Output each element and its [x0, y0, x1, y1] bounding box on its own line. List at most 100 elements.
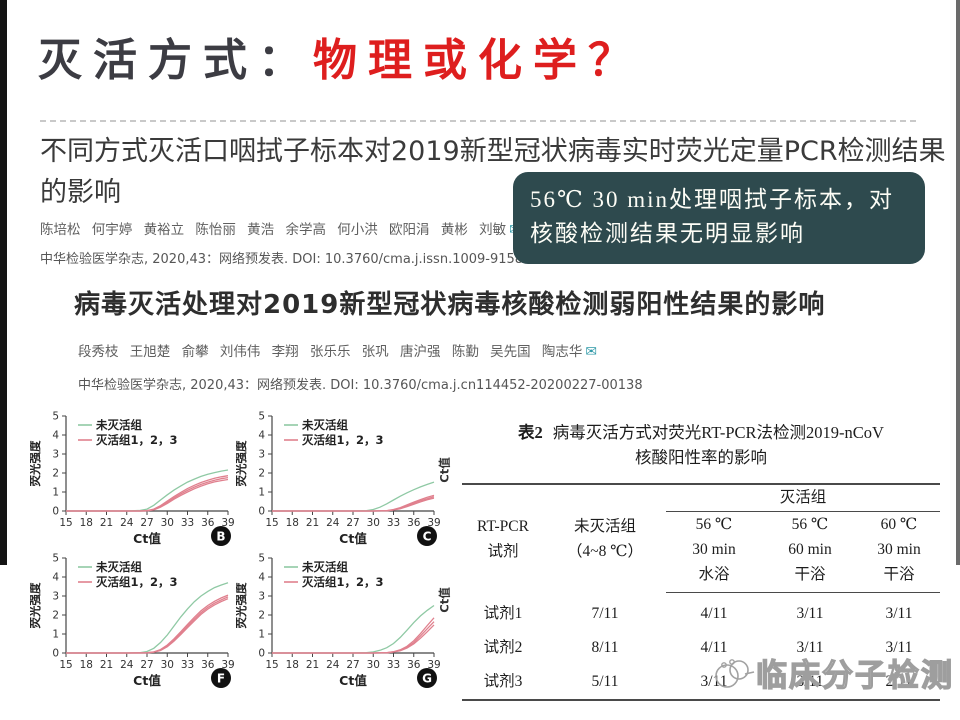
svg-text:24: 24	[120, 517, 134, 529]
watermark-text: 临床分子检测	[755, 657, 954, 694]
dashed-divider	[40, 120, 916, 122]
svg-text:24: 24	[120, 659, 134, 671]
chart-panel-F: 15 18 21 24 27 30 33 36 39 0 1 2 3 4 5 荧光强度 Ct值 未灭活组灭活组1，…	[30, 553, 235, 688]
table-row: 试剂3 5/11 3/11 3/11 2/11	[462, 665, 940, 700]
svg-text:0: 0	[258, 648, 265, 660]
svg-text:4: 4	[258, 430, 265, 442]
paper2-author-list: 段秀枝 王旭楚 俞攀 刘伟伟 李翔 张乐乐 张巩 唐沪强 陈勤 吴先国 陶志华	[78, 344, 583, 360]
paper1-journal-line: 中华检验医学杂志, 2020,43：网络预发表. DOI: 10.3760/cm…	[40, 252, 561, 267]
paper2-authors: 段秀枝 王旭楚 俞攀 刘伟伟 李翔 张乐乐 张巩 唐沪强 陈勤 吴先国 陶志华 ✉	[78, 340, 597, 360]
svg-text:18: 18	[80, 659, 93, 671]
svg-text:1: 1	[52, 487, 59, 499]
svg-text:灭活组1，2，3: 灭活组1，2，3	[301, 433, 384, 447]
svg-text:G: G	[422, 672, 432, 686]
svg-text:0: 0	[258, 506, 265, 518]
svg-text:21: 21	[306, 659, 319, 671]
col-header-reagent: RT-PCR 试剂	[477, 517, 529, 560]
table2-title-line1: 表2 病毒灭活方式对荧光RT-PCR法检测2019-nCoV	[518, 423, 884, 442]
chart-panel-G: 15 18 21 24 27 30 33 36 39 0 1 2 3 4 5 荧光强度 Ct值 未灭活组灭活组1，…	[236, 553, 441, 688]
watermark: 临床分子检测	[712, 648, 954, 696]
callout-box: 56℃ 30 min处理咽拭子标本，对 核酸检测结果无明显影响	[513, 172, 925, 264]
svg-text:荧光强度: 荧光强度	[30, 440, 42, 486]
page-title-highlight: 物理或化学？	[313, 35, 643, 86]
svg-text:33: 33	[181, 517, 194, 529]
svg-text:39: 39	[221, 517, 234, 529]
svg-text:0: 0	[52, 648, 59, 660]
cropped-axis-label: Ct值	[437, 457, 452, 483]
svg-text:30: 30	[161, 659, 174, 671]
callout-line1: 56℃ 30 min处理咽拭子标本，对	[530, 187, 895, 212]
table-cell: 7/11	[591, 604, 619, 622]
svg-text:2: 2	[258, 468, 265, 480]
svg-text:18: 18	[286, 659, 299, 671]
paper1-author-list: 陈培松 何宇婷 黄裕立 陈怡丽 黄浩 余学高 何小洪 欧阳涓 黄彬 刘敏	[40, 222, 507, 238]
cropped-axis-label: Ct值	[437, 587, 452, 613]
table-cell: 3/11	[796, 605, 824, 622]
table2-body: RT-PCR 试剂 未灭活组 （4~8 ℃） 灭活组 56 ℃ 30 min 水浴 56 ℃ 60…	[462, 483, 940, 701]
svg-text:39: 39	[221, 659, 234, 671]
svg-text:30: 30	[161, 517, 174, 529]
svg-text:15: 15	[265, 517, 278, 529]
svg-text:21: 21	[306, 517, 319, 529]
svg-text:5: 5	[258, 553, 265, 565]
svg-text:27: 27	[346, 659, 359, 671]
svg-text:24: 24	[326, 659, 340, 671]
group-subcol-2: 56 ℃ 60 min 干浴	[762, 511, 858, 593]
table-cell: 试剂2	[483, 639, 523, 656]
svg-text:27: 27	[140, 517, 153, 529]
table2: 表2 病毒灭活方式对荧光RT-PCR法检测2019-nCoV 核酸阳性率的影响 R…	[462, 420, 940, 701]
svg-text:0: 0	[52, 506, 59, 518]
table-row: 试剂1 7/11 4/11 3/11 3/11	[462, 593, 940, 632]
paper1-title: 不同方式灭活口咽拭子标本对2019新型冠状病毒实时荧光定量PCR检测结果的影响	[40, 136, 946, 208]
svg-text:2: 2	[52, 468, 59, 480]
svg-text:1: 1	[258, 487, 265, 499]
group-subcol-3: 60 ℃ 30 min 干浴	[858, 511, 940, 593]
table-cell: 2/11	[885, 673, 913, 690]
svg-text:Ct值: Ct值	[339, 531, 367, 546]
svg-text:15: 15	[59, 517, 72, 529]
svg-text:18: 18	[80, 517, 93, 529]
svg-text:Ct值: Ct值	[339, 673, 367, 688]
svg-text:24: 24	[326, 517, 340, 529]
svg-text:27: 27	[346, 517, 359, 529]
group-header-inactivated: 灭活组	[666, 484, 940, 512]
paper2-journal-line: 中华检验医学杂志, 2020,43：网络预发表. DOI: 10.3760/cm…	[78, 378, 643, 393]
svg-text:3: 3	[52, 449, 59, 461]
svg-text:30: 30	[367, 517, 380, 529]
svg-text:3: 3	[52, 591, 59, 603]
svg-text:B: B	[216, 530, 225, 544]
svg-text:荧光强度: 荧光强度	[236, 440, 248, 486]
left-edge-bar	[0, 0, 7, 565]
table-cell: 5/11	[591, 673, 619, 690]
svg-text:3: 3	[258, 449, 265, 461]
svg-text:C: C	[423, 530, 432, 544]
table-cell: 3/11	[885, 605, 913, 622]
svg-text:33: 33	[181, 659, 194, 671]
svg-text:2: 2	[52, 610, 59, 622]
envelope-icon: ✉	[585, 344, 598, 360]
svg-text:灭活组1，2，3: 灭活组1，2，3	[95, 575, 178, 589]
table2-label: 表2	[518, 423, 543, 442]
paper2-title: 病毒灭活处理对2019新型冠状病毒核酸检测弱阳性结果的影响	[74, 290, 826, 320]
page-title-prefix: 灭活方式：	[38, 35, 313, 86]
svg-text:未灭活组: 未灭活组	[95, 418, 142, 432]
svg-text:1: 1	[52, 629, 59, 641]
table-row: 试剂2 8/11 4/11 3/11 3/11	[462, 631, 940, 665]
svg-text:灭活组1，2，3: 灭活组1，2，3	[301, 575, 384, 589]
svg-text:1: 1	[258, 629, 265, 641]
right-edge-bar	[956, 0, 960, 565]
svg-text:F: F	[217, 672, 225, 686]
svg-text:39: 39	[427, 517, 440, 529]
svg-text:18: 18	[286, 517, 299, 529]
table-cell: 4/11	[700, 639, 728, 656]
svg-text:5: 5	[52, 553, 59, 565]
svg-text:3: 3	[258, 591, 265, 603]
svg-text:灭活组1，2，3: 灭活组1，2，3	[95, 433, 178, 447]
group-subcol-1: 56 ℃ 30 min 水浴	[666, 511, 762, 593]
svg-text:33: 33	[387, 517, 400, 529]
svg-text:荧光强度: 荧光强度	[30, 582, 42, 628]
svg-text:27: 27	[140, 659, 153, 671]
svg-text:未灭活组: 未灭活组	[301, 560, 348, 574]
svg-text:4: 4	[258, 572, 265, 584]
